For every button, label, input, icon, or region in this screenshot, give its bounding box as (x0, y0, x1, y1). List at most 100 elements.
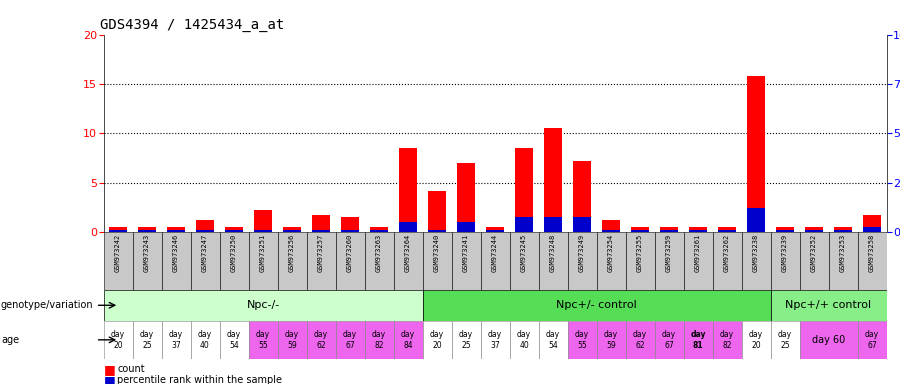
Text: day
55: day 55 (575, 330, 590, 349)
Bar (597, 321, 626, 359)
Bar (393, 321, 422, 359)
Bar (717, 227, 736, 232)
Bar (688, 230, 707, 232)
Bar (858, 321, 886, 359)
Bar (799, 232, 829, 290)
Bar (456, 163, 475, 232)
Text: Npc+/- control: Npc+/- control (556, 300, 637, 310)
Bar (486, 230, 504, 232)
Bar (544, 217, 562, 232)
Text: GSM973248: GSM973248 (550, 233, 556, 272)
Text: GSM973245: GSM973245 (521, 233, 527, 272)
Text: GSM973253: GSM973253 (840, 233, 846, 272)
Bar (138, 227, 157, 232)
Text: GSM973261: GSM973261 (695, 233, 701, 272)
Bar (776, 227, 795, 232)
Bar (191, 321, 220, 359)
Text: GSM973255: GSM973255 (637, 233, 643, 272)
Text: GSM973238: GSM973238 (753, 233, 759, 272)
Bar (717, 230, 736, 232)
Bar (770, 321, 799, 359)
Bar (862, 227, 881, 232)
Bar (568, 232, 597, 290)
Bar (481, 232, 509, 290)
Text: GSM973241: GSM973241 (463, 233, 469, 272)
Bar (858, 232, 886, 290)
Text: day
55: day 55 (256, 330, 270, 349)
Bar (597, 232, 626, 290)
Bar (660, 230, 679, 232)
Bar (340, 230, 359, 232)
Text: day
37: day 37 (169, 330, 183, 349)
Bar (713, 321, 742, 359)
Text: GSM973239: GSM973239 (782, 233, 788, 272)
Text: GSM973250: GSM973250 (231, 233, 237, 272)
Bar (747, 208, 765, 232)
Bar (254, 230, 273, 232)
Text: day
54: day 54 (546, 330, 560, 349)
Bar (805, 227, 824, 232)
Text: GSM973258: GSM973258 (869, 233, 875, 272)
Text: GDS4394 / 1425434_a_at: GDS4394 / 1425434_a_at (100, 18, 284, 32)
Bar (370, 227, 389, 232)
Text: GSM973263: GSM973263 (376, 233, 382, 272)
Bar (283, 227, 302, 232)
Bar (109, 230, 128, 232)
Text: day
20: day 20 (749, 330, 763, 349)
Bar (742, 321, 770, 359)
Text: day
20: day 20 (111, 330, 125, 349)
Text: Npc-/-: Npc-/- (247, 300, 280, 310)
Bar (336, 321, 364, 359)
Bar (132, 232, 161, 290)
Bar (370, 230, 389, 232)
Bar (486, 227, 504, 232)
Bar (311, 215, 330, 232)
Bar (104, 290, 422, 321)
Bar (601, 220, 620, 232)
Bar (248, 232, 277, 290)
Bar (422, 232, 452, 290)
Bar (862, 215, 881, 232)
Text: GSM973257: GSM973257 (318, 233, 324, 272)
Bar (509, 321, 538, 359)
Bar (166, 230, 185, 232)
Bar (220, 232, 248, 290)
Text: GSM973246: GSM973246 (173, 233, 179, 272)
Bar (538, 232, 568, 290)
Bar (601, 230, 620, 232)
Text: day
25: day 25 (778, 330, 792, 349)
Bar (422, 290, 770, 321)
Bar (770, 290, 886, 321)
Bar (283, 230, 302, 232)
Bar (220, 321, 248, 359)
Bar (161, 321, 191, 359)
Bar (166, 227, 185, 232)
Bar (104, 232, 132, 290)
Text: GSM973244: GSM973244 (492, 233, 498, 272)
Bar (799, 321, 858, 359)
Bar (654, 232, 683, 290)
Text: day
20: day 20 (430, 330, 444, 349)
Text: Npc+/+ control: Npc+/+ control (786, 300, 871, 310)
Bar (428, 191, 446, 232)
Bar (770, 232, 799, 290)
Bar (683, 232, 713, 290)
Bar (452, 321, 481, 359)
Bar (277, 321, 307, 359)
Text: day
62: day 62 (633, 330, 647, 349)
Bar (307, 321, 336, 359)
Bar (481, 321, 509, 359)
Bar (515, 217, 534, 232)
Bar (132, 321, 161, 359)
Bar (161, 232, 191, 290)
Bar (833, 230, 852, 232)
Text: day 60: day 60 (812, 335, 845, 345)
Text: count: count (117, 364, 145, 374)
Text: GSM973254: GSM973254 (608, 233, 614, 272)
Text: day
54: day 54 (227, 330, 241, 349)
Bar (456, 222, 475, 232)
Bar (572, 161, 591, 232)
Bar (225, 227, 243, 232)
Text: day
59: day 59 (285, 330, 299, 349)
Bar (311, 230, 330, 232)
